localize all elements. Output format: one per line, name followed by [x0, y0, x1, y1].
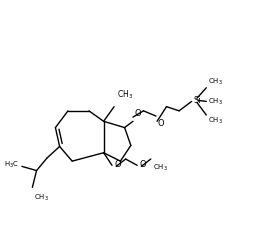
Text: O: O: [157, 119, 164, 128]
Text: CH$_3$: CH$_3$: [208, 96, 223, 106]
Text: CH$_3$: CH$_3$: [208, 76, 223, 87]
Text: CH$_3$: CH$_3$: [153, 163, 168, 173]
Text: Si: Si: [194, 96, 201, 105]
Text: CH$_3$: CH$_3$: [117, 89, 133, 101]
Text: O: O: [134, 109, 141, 118]
Text: O: O: [139, 160, 146, 169]
Text: O: O: [114, 160, 121, 169]
Text: CH$_3$: CH$_3$: [35, 193, 49, 203]
Text: CH$_3$: CH$_3$: [208, 116, 223, 126]
Text: H$_3$C: H$_3$C: [4, 160, 19, 170]
